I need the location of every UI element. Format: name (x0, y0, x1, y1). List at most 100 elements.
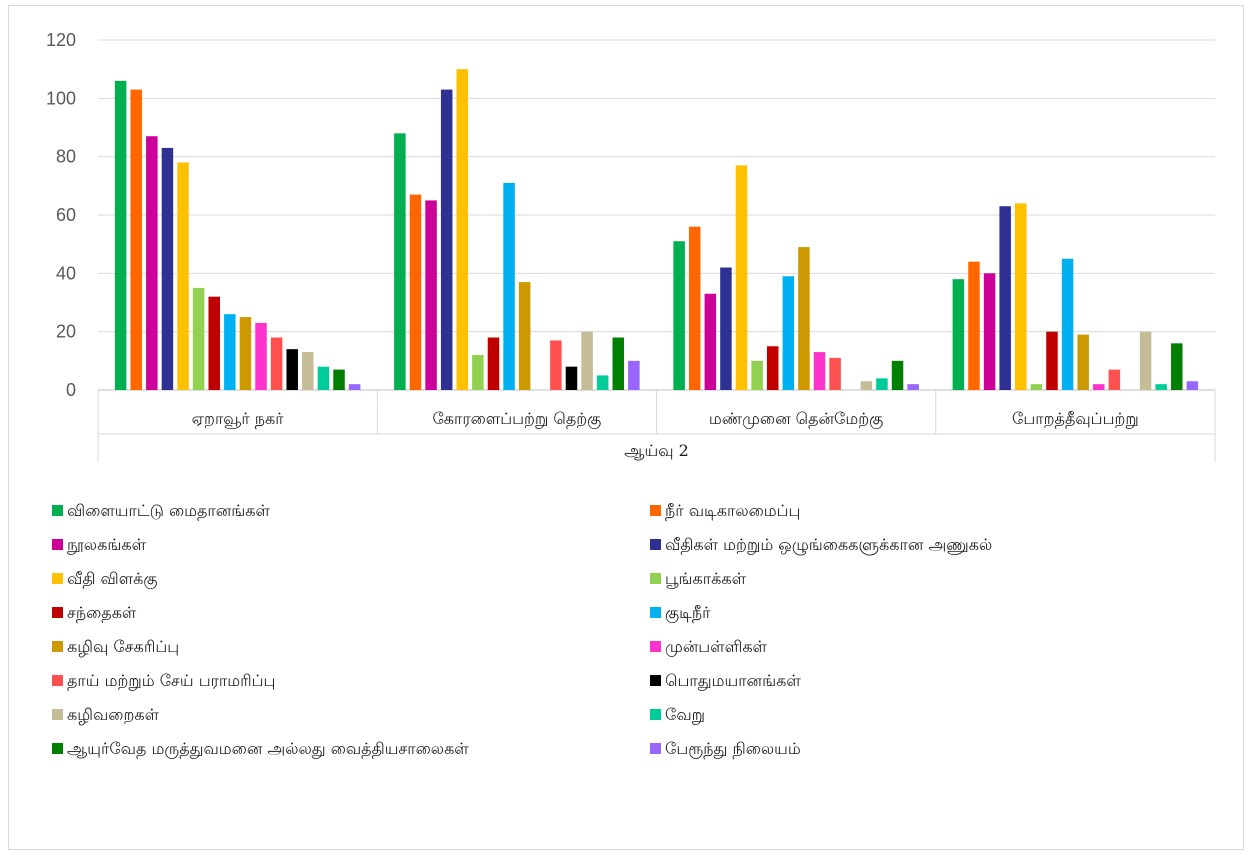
legend-swatch (650, 709, 661, 720)
bar (581, 331, 593, 390)
legend-swatch (650, 743, 661, 754)
bar (130, 89, 142, 390)
bar (735, 165, 748, 390)
bar (177, 162, 189, 390)
bar (813, 352, 826, 390)
y-tick-label: 0 (66, 380, 76, 400)
bar (907, 384, 919, 390)
legend-label: சந்தைகள் (67, 603, 137, 622)
bar (286, 349, 298, 390)
bar (518, 282, 531, 390)
bar (782, 276, 795, 390)
bar (612, 337, 625, 390)
bar (333, 369, 345, 390)
y-tick-label: 100 (46, 88, 76, 108)
bar (565, 366, 578, 390)
bar (456, 69, 469, 391)
legend-swatch (52, 709, 63, 720)
bar (952, 279, 965, 390)
legend-label: கழிவு சேகரிப்பு (67, 637, 179, 656)
legend-label: பூங்காக்கள் (665, 569, 747, 588)
legend-label: வீதி விளக்கு (67, 569, 158, 589)
x-axis: ஏறாவூர் நகர் கோரளைப்பற்று தெற்கு மண்முனை த… (97, 390, 1216, 462)
legend-label: நீர் வடிகாலமைப்பு (665, 501, 800, 520)
legend-swatch (52, 743, 63, 754)
legend: விளையாட்டு மைதானங்கள் நீர் வடிகாலமைப்பு நூ… (52, 501, 992, 759)
bar (1108, 369, 1121, 390)
bar (1015, 203, 1027, 390)
y-tick-label: 60 (56, 205, 76, 225)
bar (114, 80, 127, 390)
legend-swatch (650, 641, 661, 652)
bar (1186, 381, 1199, 390)
bar (876, 378, 888, 390)
legend-label: முன்பள்ளிகள் (665, 637, 768, 657)
bar (161, 147, 174, 390)
bar (798, 247, 810, 390)
legend-swatch (52, 573, 63, 584)
bar (270, 337, 283, 390)
gridlines (98, 39, 1215, 391)
legend-label: வேறு (665, 705, 705, 725)
legend-swatch (650, 573, 661, 584)
bar (766, 346, 779, 390)
bar (720, 267, 732, 390)
bar (1061, 258, 1074, 390)
legend-label: பேரூந்து நிலையம் (665, 739, 801, 759)
category-label: கோரளைப்பற்று தெற்கு (432, 409, 601, 429)
bar (1139, 331, 1152, 390)
legend-label: விளையாட்டு மைதானங்கள் (67, 501, 271, 520)
chart-frame (8, 5, 1244, 850)
bar (472, 355, 484, 390)
bar (751, 360, 763, 390)
legend-swatch (650, 539, 661, 550)
bar (348, 384, 361, 390)
bar (999, 206, 1011, 390)
legend-label: கழிவறைகள் (67, 705, 160, 724)
bar (1046, 331, 1058, 390)
bar (192, 287, 205, 390)
bar (860, 381, 873, 390)
bar (673, 241, 685, 390)
legend-label: வீதிகள் மற்றும் ஒழுங்கைகளுக்கான அணுகல் (665, 535, 992, 555)
bar (983, 273, 996, 390)
legend-swatch (650, 607, 661, 618)
legend-swatch (52, 675, 63, 686)
bar (1155, 384, 1167, 390)
legend-swatch (52, 641, 63, 652)
legend-swatch (52, 607, 63, 618)
legend-label: தாய் மற்றும் சேய் பராமரிப்பு (67, 671, 275, 691)
bar (302, 352, 314, 390)
category-label: போறத்தீவுப்பற்று (1012, 409, 1139, 429)
bar (317, 366, 330, 390)
bar (596, 375, 609, 390)
bar (829, 357, 841, 390)
y-axis-ticks: 0 20 40 60 80 100 120 (46, 30, 76, 400)
bar (409, 194, 422, 390)
y-tick-label: 40 (56, 263, 76, 283)
bar (208, 296, 220, 390)
y-tick-label: 80 (56, 147, 76, 167)
bar (891, 360, 904, 390)
bar (1030, 384, 1043, 390)
legend-swatch (52, 505, 63, 516)
category-label: மண்முனை தென்மேற்கு (709, 409, 883, 429)
bar (224, 314, 236, 390)
legend-swatch (650, 505, 661, 516)
y-tick-label: 120 (46, 30, 76, 50)
bar (394, 133, 406, 391)
bar (487, 337, 500, 390)
y-tick-label: 20 (56, 322, 76, 342)
legend-label: பொதுமயானங்கள் (665, 671, 801, 691)
legend-swatch (52, 539, 63, 550)
legend-label: குடிநீர் (665, 603, 711, 623)
bars (114, 69, 1199, 391)
bar (968, 261, 980, 390)
bar (146, 136, 158, 390)
bar (704, 293, 717, 390)
category-label: ஏறாவூர் நகர் (192, 409, 285, 428)
legend-swatch (650, 675, 661, 686)
bar (440, 89, 453, 390)
bar (1171, 343, 1183, 390)
